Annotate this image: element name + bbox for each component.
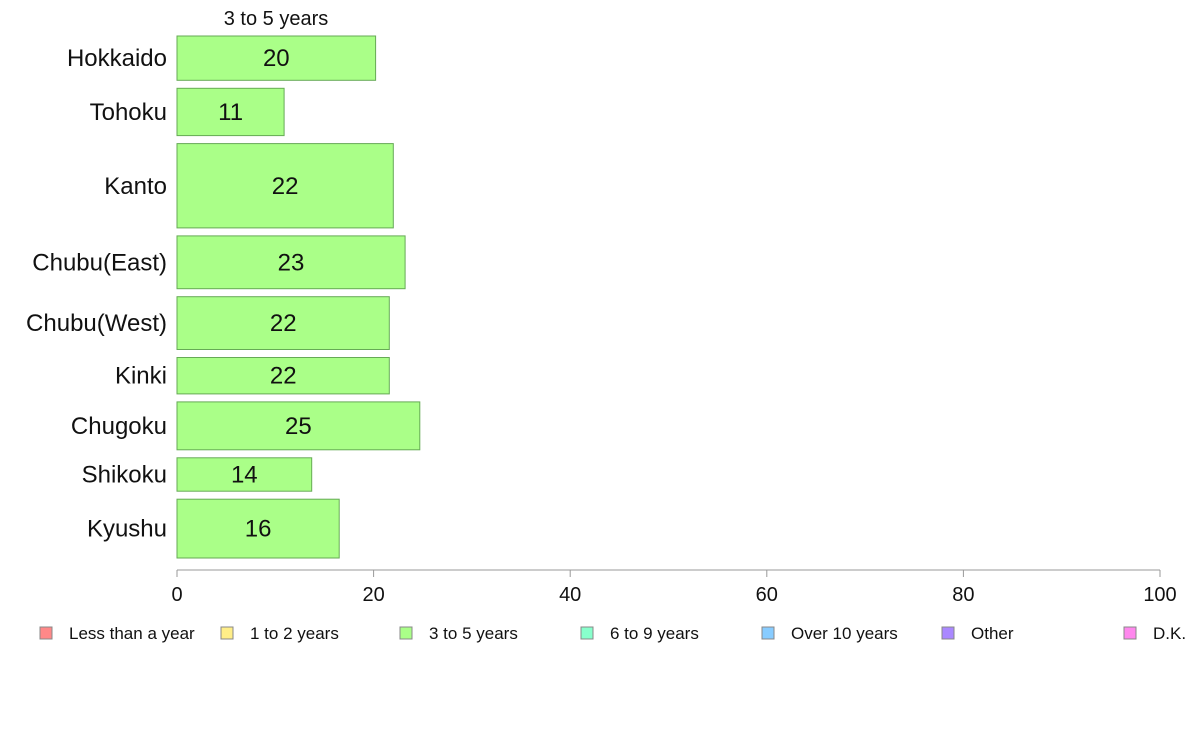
data-label: 16 (245, 516, 272, 543)
x-tick-label: 0 (171, 584, 182, 606)
data-label: 20 (263, 45, 290, 72)
legend-swatch (941, 626, 955, 640)
x-tick-label: 80 (952, 584, 974, 606)
bar-chubu-west (176, 296, 390, 351)
bar-chugoku (176, 401, 421, 451)
data-label: 14 (231, 462, 258, 489)
legend-label: D.K. (1153, 624, 1186, 643)
category-label: Hokkaido (67, 45, 167, 72)
legend-label: 3 to 5 years (429, 624, 518, 643)
bar-chubu-east (176, 235, 406, 290)
data-label: 22 (272, 173, 299, 200)
legend-swatch (761, 626, 775, 640)
legend-label: Less than a year (69, 624, 195, 643)
category-label: Chubu(East) (32, 249, 167, 276)
x-axis: 0 20 40 60 80 100 (171, 569, 1177, 606)
category-label: Chugoku (71, 413, 167, 440)
bar-hokkaido (176, 35, 377, 81)
chart-title: 3 to 5 years (224, 8, 329, 30)
bar-kinki (176, 357, 390, 395)
x-tick-label: 100 (1143, 584, 1176, 606)
legend-swatch (1123, 626, 1137, 640)
category-label: Shikoku (82, 462, 167, 489)
legend-label: 1 to 2 years (250, 624, 339, 643)
data-label: 11 (218, 99, 243, 126)
bar-kyushu (176, 498, 340, 559)
category-label: Kanto (104, 173, 167, 200)
bar-tohoku (176, 87, 285, 137)
legend-label: Other (971, 624, 1014, 643)
bars-group: Hokkaido 20 Tohoku 11 Kanto 22 Chubu(East) 23 Ch… (26, 35, 421, 559)
data-label: 22 (270, 363, 297, 390)
x-tick-label: 60 (756, 584, 778, 606)
legend-swatch (220, 626, 234, 640)
legend-swatch (39, 626, 53, 640)
legend-label: 6 to 9 years (610, 624, 699, 643)
category-label: Chubu(West) (26, 310, 167, 337)
category-label: Tohoku (90, 99, 167, 126)
category-label: Kinki (115, 363, 167, 390)
data-label: 23 (278, 249, 305, 276)
x-tick-label: 20 (362, 584, 384, 606)
bar-kanto (176, 143, 394, 229)
legend-swatch (580, 626, 594, 640)
legend: Less than a year 1 to 2 years 3 to 5 years… (39, 624, 1186, 643)
legend-label: Over 10 years (791, 624, 898, 643)
data-label: 22 (270, 310, 297, 337)
data-label: 25 (285, 413, 312, 440)
bar-shikoku (176, 457, 313, 492)
category-label: Kyushu (87, 516, 167, 543)
x-tick-label: 40 (559, 584, 581, 606)
legend-swatch (399, 626, 413, 640)
